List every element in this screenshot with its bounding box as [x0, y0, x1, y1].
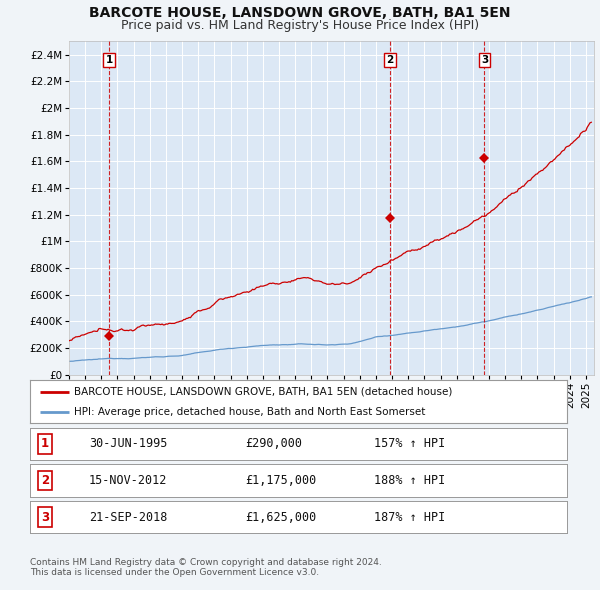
Text: 15-NOV-2012: 15-NOV-2012 — [89, 474, 167, 487]
Text: 2: 2 — [41, 474, 49, 487]
Text: 1: 1 — [106, 55, 113, 65]
Text: 21-SEP-2018: 21-SEP-2018 — [89, 510, 167, 524]
Text: Price paid vs. HM Land Registry's House Price Index (HPI): Price paid vs. HM Land Registry's House … — [121, 19, 479, 32]
Text: 30-JUN-1995: 30-JUN-1995 — [89, 437, 167, 451]
Text: BARCOTE HOUSE, LANSDOWN GROVE, BATH, BA1 5EN: BARCOTE HOUSE, LANSDOWN GROVE, BATH, BA1… — [89, 6, 511, 20]
Text: 157% ↑ HPI: 157% ↑ HPI — [374, 437, 445, 451]
Text: 1: 1 — [41, 437, 49, 451]
Text: BARCOTE HOUSE, LANSDOWN GROVE, BATH, BA1 5EN (detached house): BARCOTE HOUSE, LANSDOWN GROVE, BATH, BA1… — [74, 386, 452, 396]
Text: HPI: Average price, detached house, Bath and North East Somerset: HPI: Average price, detached house, Bath… — [74, 407, 425, 417]
Text: £1,625,000: £1,625,000 — [245, 510, 316, 524]
Text: 3: 3 — [41, 510, 49, 524]
Text: 3: 3 — [481, 55, 488, 65]
Text: 187% ↑ HPI: 187% ↑ HPI — [374, 510, 445, 524]
Text: 188% ↑ HPI: 188% ↑ HPI — [374, 474, 445, 487]
Text: £290,000: £290,000 — [245, 437, 302, 451]
Text: £1,175,000: £1,175,000 — [245, 474, 316, 487]
Text: Contains HM Land Registry data © Crown copyright and database right 2024.
This d: Contains HM Land Registry data © Crown c… — [30, 558, 382, 577]
Text: 2: 2 — [386, 55, 394, 65]
